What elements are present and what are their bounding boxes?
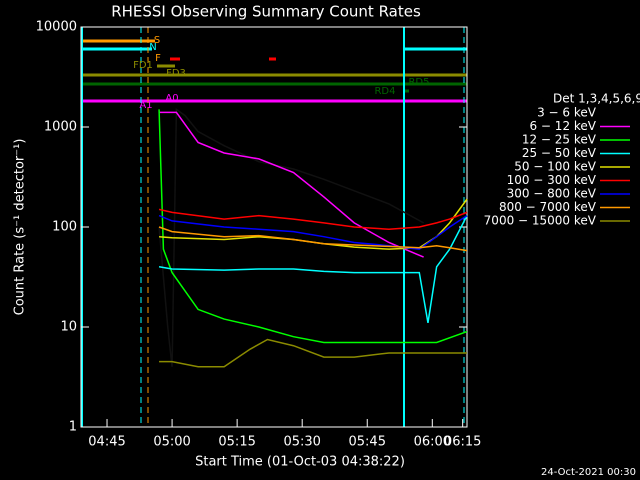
flag-label: S: [154, 35, 160, 46]
x-tick-label: 06:00: [414, 435, 451, 450]
series-line: [158, 215, 468, 323]
x-axis-label: Start Time (01-Oct-03 04:38:22): [195, 455, 405, 470]
flag-label: FD1: [133, 60, 153, 71]
series-line: [158, 214, 468, 250]
series-line: [158, 208, 468, 230]
x-tick-label: 05:00: [153, 435, 190, 450]
flag-label: FD3: [166, 68, 186, 79]
flag-label: F: [155, 53, 161, 64]
legend-label: 12 − 25 keV: [522, 133, 597, 147]
x-tick-label: 06:15: [444, 435, 481, 450]
legend-label: 6 − 12 keV: [529, 119, 596, 133]
legend-label: 3 − 6 keV: [537, 106, 597, 120]
chart-title: RHESSI Observing Summary Count Rates: [111, 3, 421, 21]
series-line: [158, 226, 468, 252]
x-tick-label: 05:15: [218, 435, 255, 450]
legend-label: 7000 − 15000 keV: [484, 214, 597, 228]
legend-label: 800 − 7000 keV: [499, 200, 597, 214]
legend-label: 50 − 100 keV: [514, 160, 597, 174]
flag-label: RD4: [374, 86, 395, 97]
legend-label: 100 − 300 keV: [507, 173, 597, 187]
y-tick-label: 10: [60, 320, 77, 335]
x-tick-label: 05:30: [283, 435, 320, 450]
flag-label: A0: [165, 93, 178, 104]
x-tick-label: 05:45: [349, 435, 386, 450]
series-line: [158, 107, 424, 367]
flag-label: RD5: [408, 77, 429, 88]
series-line: [159, 338, 467, 368]
x-tick-label: 04:45: [88, 435, 125, 450]
legend-label: 300 − 800 keV: [507, 187, 597, 201]
y-axis-label: Count Rate (s⁻¹ detector⁻¹): [13, 139, 28, 316]
y-tick-label: 1: [69, 420, 77, 435]
footer: 24-Oct-2021 00:30: [541, 467, 636, 478]
flag-label: A1: [139, 100, 152, 111]
flag-label: N: [149, 42, 156, 53]
legend-label: 25 − 50 keV: [522, 146, 597, 160]
legend-title: Det 1,3,4,5,6,9: [553, 92, 640, 106]
series-line: [159, 111, 424, 258]
y-tick-label: 100: [52, 220, 77, 235]
series-line: [158, 109, 468, 344]
y-tick-label: 1000: [44, 120, 77, 135]
y-tick-label: 10000: [36, 20, 77, 35]
